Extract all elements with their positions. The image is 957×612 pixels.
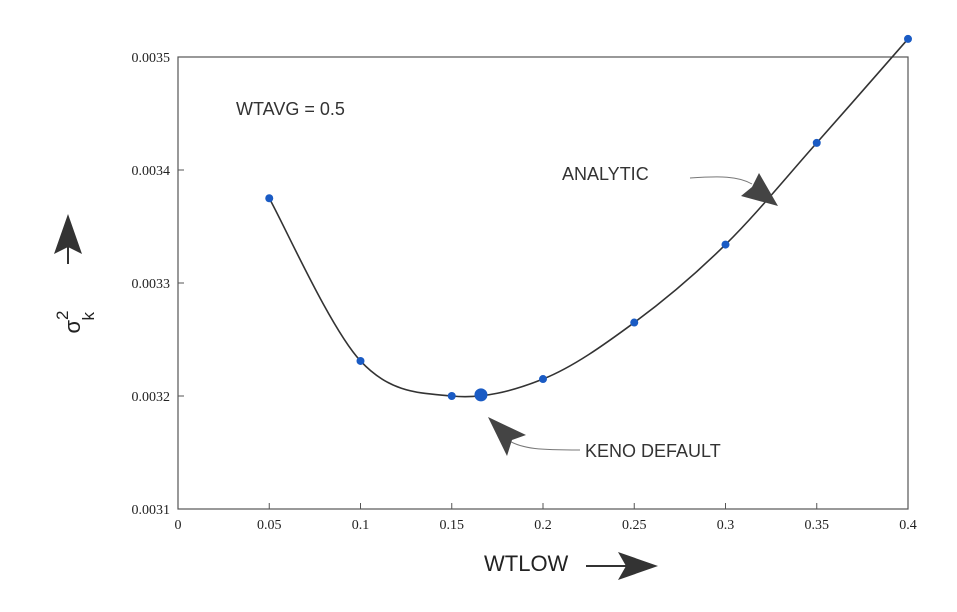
x-tick-label: 0.2 (534, 518, 552, 533)
keno-default-label: KENO DEFAULT (585, 441, 721, 461)
y-tick-label: 0.0032 (132, 390, 171, 405)
y-tick-label: 0.0034 (132, 164, 171, 179)
plot-area (178, 57, 908, 509)
keno-arrow-icon (488, 417, 526, 456)
x-tick-label: 0.35 (805, 518, 830, 533)
analytic-arrow-icon (741, 173, 778, 206)
data-point (813, 139, 821, 147)
y-tick-label: 0.0033 (132, 277, 171, 292)
x-tick-label: 0.4 (899, 518, 917, 533)
analytic-label: ANALYTIC (562, 164, 649, 184)
data-point (357, 357, 365, 365)
data-point (722, 241, 730, 249)
x-tick-label: 0 (175, 518, 182, 533)
x-tick-label: 0.25 (622, 518, 647, 533)
svg-text:σ2k: σ2 k (53, 310, 98, 333)
data-point (265, 194, 273, 202)
x-tick-label: 0.1 (352, 518, 370, 533)
keno-leader-line (505, 438, 580, 450)
data-point (630, 319, 638, 327)
x-tick-label: 0.05 (257, 518, 282, 533)
x-axis-label: WTLOW (484, 551, 569, 576)
y-tick-label: 0.0031 (132, 503, 171, 518)
y-tick-label: 0.0035 (132, 51, 171, 66)
data-point (448, 392, 456, 400)
analytic-leader-line (690, 177, 752, 184)
x-tick-label: 0.15 (440, 518, 465, 533)
wtavg-annotation: WTAVG = 0.5 (236, 99, 345, 119)
data-point (904, 35, 912, 43)
x-tick-label: 0.3 (717, 518, 735, 533)
y-axis-label: σ2 k (53, 310, 98, 333)
data-point (539, 375, 547, 383)
keno-default-point (474, 388, 487, 401)
analytic-curve (269, 39, 908, 397)
